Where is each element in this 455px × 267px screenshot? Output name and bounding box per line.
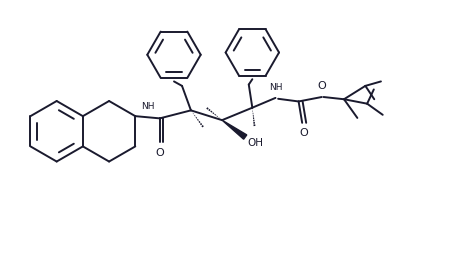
Text: NH: NH (268, 83, 282, 92)
Text: NH: NH (141, 103, 154, 112)
Text: O: O (299, 128, 308, 138)
Text: OH: OH (247, 138, 263, 148)
Polygon shape (222, 120, 246, 139)
Text: O: O (317, 81, 326, 91)
Text: O: O (155, 148, 164, 158)
